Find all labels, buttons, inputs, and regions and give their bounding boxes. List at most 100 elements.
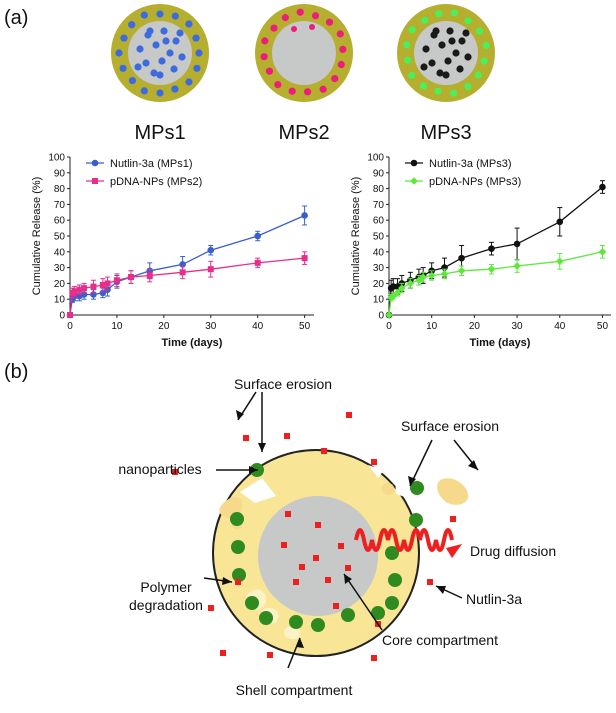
particle-nanoparticle	[331, 74, 339, 83]
drug-molecule	[172, 469, 178, 475]
data-point	[488, 245, 495, 252]
y-tick-label: 80	[373, 184, 385, 195]
data-point	[76, 286, 83, 293]
particle-nanoparticle	[296, 8, 304, 16]
particle-nanoparticle	[172, 37, 180, 45]
y-tick-label: 100	[367, 153, 384, 164]
arrowhead	[408, 476, 416, 486]
arrowhead	[222, 577, 232, 585]
data-point	[427, 271, 436, 280]
data-point	[419, 273, 427, 281]
drug-molecule	[285, 511, 291, 517]
data-point	[104, 280, 111, 287]
arrowhead	[296, 638, 304, 648]
label-nutlin: Nutlin-3a	[466, 591, 522, 607]
y-tick-label: 30	[54, 263, 66, 274]
drug-molecule	[427, 579, 433, 585]
particle-nanoparticle	[119, 64, 127, 72]
nanoparticle-dot	[231, 540, 245, 554]
particle-nanoparticle	[156, 10, 164, 18]
particle-nanoparticle	[419, 82, 428, 90]
particle-nanoparticle	[482, 41, 490, 50]
particle-nanoparticle	[311, 12, 320, 20]
data-point	[179, 269, 186, 276]
legend-marker	[91, 159, 99, 167]
arrow-core	[343, 573, 383, 631]
particle-nanoparticle	[158, 57, 166, 65]
y-tick-label: 20	[54, 279, 66, 290]
degradation-patch	[283, 626, 301, 640]
particle-nanoparticle	[265, 67, 274, 75]
particle-nanoparticle	[178, 53, 186, 61]
particle-nanoparticle	[260, 53, 268, 61]
particle-nanoparticle	[403, 41, 411, 49]
drug-molecule	[243, 435, 249, 441]
erosion-notch	[368, 465, 384, 478]
particle-nanoparticle	[462, 29, 470, 37]
drug-molecule	[235, 579, 241, 585]
x-tick-label: 50	[597, 321, 609, 332]
data-point	[254, 259, 261, 266]
drug-molecule	[371, 459, 377, 465]
particle-nanoparticle	[319, 85, 327, 93]
y-tick-label: 10	[373, 295, 385, 306]
data-point	[301, 212, 308, 219]
data-point	[487, 265, 496, 273]
nanoparticle-dot	[385, 546, 399, 560]
particle-nanoparticle	[195, 49, 203, 57]
data-point	[457, 266, 466, 275]
particle-nanoparticle	[171, 12, 179, 20]
legend-label: pDNA-NPs (MPs2)	[110, 176, 202, 188]
diagram-dots	[172, 412, 456, 661]
particle-nanoparticle	[309, 24, 315, 30]
nanoparticle-dot	[371, 606, 385, 620]
data-point	[81, 285, 88, 292]
drug-molecule	[281, 542, 287, 548]
particle-nanoparticle	[421, 16, 429, 24]
data-point	[556, 218, 564, 226]
data-point	[90, 283, 97, 290]
x-tick-label: 40	[554, 321, 566, 332]
x-tick-label: 0	[386, 321, 392, 332]
x-axis-label: Time (days)	[162, 337, 223, 349]
particle-nanoparticle	[408, 71, 416, 80]
data-point	[513, 262, 521, 270]
particle-nanoparticle	[156, 89, 164, 97]
drug-molecule	[208, 605, 214, 611]
x-tick-label: 20	[469, 321, 481, 332]
particle-nanoparticle	[166, 49, 174, 57]
nanoparticle-dot	[311, 618, 325, 632]
label-degradation: degradation	[129, 597, 203, 613]
drug-diffusion-arrowhead	[446, 544, 462, 558]
drug-molecule	[315, 522, 321, 528]
data-point	[113, 277, 120, 284]
particle-nanoparticle	[408, 26, 416, 34]
label-core-compartment: Core compartment	[382, 632, 498, 648]
particle-nanoparticle	[434, 87, 442, 95]
y-tick-label: 80	[54, 184, 66, 195]
particle-nanoparticle	[274, 80, 282, 89]
data-point	[599, 183, 606, 191]
y-tick-label: 90	[54, 168, 66, 179]
particle-nanoparticle	[435, 10, 443, 18]
particle-nanoparticle	[140, 11, 148, 19]
arrowhead	[468, 460, 478, 470]
series-line	[388, 186, 603, 316]
arrowhead	[258, 443, 266, 452]
particle-nanoparticle	[136, 45, 144, 53]
drug-molecule	[299, 564, 305, 570]
particle-nanoparticle	[185, 78, 193, 86]
particle-nanoparticle	[115, 49, 123, 57]
drug-diffusion-wave	[354, 528, 454, 552]
data-point	[385, 311, 393, 319]
particle-schematics	[111, 4, 495, 102]
label-surface-erosion-top: Surface erosion	[234, 376, 332, 392]
x-tick-label: 0	[67, 321, 73, 332]
data-point	[398, 284, 406, 292]
particle-nanoparticle	[456, 65, 464, 73]
data-point	[458, 254, 465, 262]
particle-nanoparticle	[464, 82, 472, 91]
nanoparticle-dot	[388, 573, 402, 587]
drug-molecule	[345, 565, 351, 571]
panel-a-label: (a)	[4, 7, 28, 29]
